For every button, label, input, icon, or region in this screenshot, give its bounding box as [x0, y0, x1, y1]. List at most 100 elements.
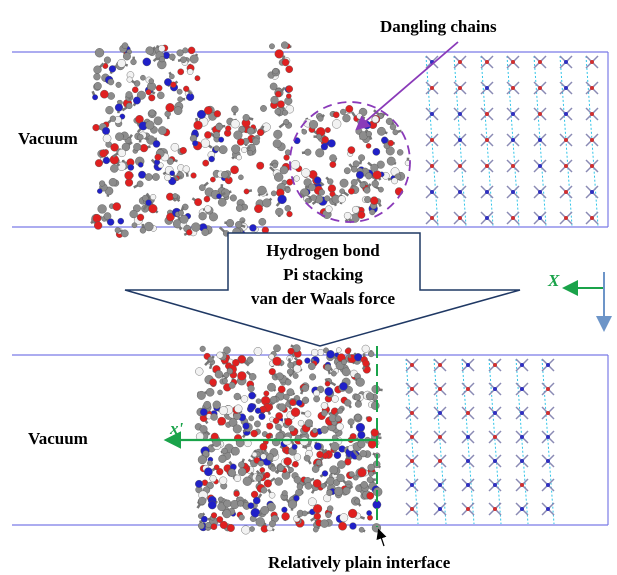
atom [336, 348, 341, 353]
atom [267, 383, 275, 391]
atom [493, 507, 497, 511]
atom [388, 140, 394, 146]
atom [195, 480, 203, 488]
atom [165, 174, 171, 180]
atom [118, 149, 126, 157]
atom [485, 60, 489, 64]
atom [126, 91, 133, 98]
atom [288, 348, 295, 355]
atom [378, 187, 383, 192]
atom [304, 455, 310, 461]
atom [126, 103, 132, 109]
atom [243, 477, 252, 486]
atom [355, 499, 360, 504]
atom [330, 466, 338, 474]
atom [234, 405, 242, 413]
atom [318, 116, 324, 122]
atom [178, 69, 184, 75]
atom [192, 130, 198, 136]
atom [209, 213, 218, 222]
atom [269, 492, 275, 498]
atom [438, 507, 442, 511]
atom [590, 86, 594, 90]
atom [305, 358, 311, 364]
atom [356, 378, 365, 387]
atom [305, 411, 311, 417]
atom [313, 396, 319, 402]
atom [234, 393, 241, 400]
atom [94, 222, 102, 230]
atom [267, 423, 273, 429]
atom [183, 86, 189, 92]
atom [238, 468, 246, 476]
atom [466, 459, 470, 463]
atom [97, 189, 102, 194]
atom [344, 168, 350, 174]
atom [94, 73, 101, 80]
atom [277, 465, 284, 472]
atom [511, 138, 515, 142]
atom [218, 137, 223, 142]
atom [301, 169, 310, 178]
atom [546, 507, 550, 511]
atom [349, 471, 354, 476]
atom [256, 399, 261, 404]
atom [187, 69, 193, 75]
atom [590, 60, 594, 64]
atom [285, 187, 290, 192]
atom [157, 92, 164, 99]
atom [511, 164, 515, 168]
atom [152, 173, 159, 180]
atom [309, 120, 318, 129]
atom [173, 193, 178, 198]
atom [371, 164, 379, 172]
atom [204, 401, 211, 408]
atom [261, 487, 267, 493]
atom [313, 479, 321, 487]
atom [493, 435, 497, 439]
atom [201, 516, 207, 522]
atom [312, 466, 319, 473]
atom [207, 461, 212, 466]
atom [546, 411, 550, 415]
atom [458, 138, 462, 142]
atom [438, 387, 442, 391]
atom [158, 126, 166, 134]
atom [325, 387, 333, 395]
atom [259, 218, 266, 225]
atom [261, 454, 267, 460]
atom [247, 150, 253, 156]
atom [282, 59, 289, 66]
atom [493, 387, 497, 391]
atom [293, 365, 301, 373]
atom [191, 173, 197, 179]
atom [270, 466, 276, 472]
atom [286, 94, 291, 99]
atom [364, 187, 370, 193]
atom [321, 143, 328, 150]
atom [166, 103, 175, 112]
atom [430, 190, 434, 194]
atom [110, 116, 116, 122]
atom [218, 198, 226, 206]
atom [337, 460, 345, 468]
atom [410, 435, 414, 439]
atom [564, 86, 568, 90]
atom [144, 222, 153, 231]
atom [285, 205, 291, 211]
atom [381, 137, 388, 144]
atom [438, 483, 442, 487]
atom [332, 119, 341, 128]
atom [281, 42, 288, 49]
atom [153, 140, 160, 147]
atom [546, 483, 550, 487]
atom [238, 175, 243, 180]
atom [273, 139, 281, 147]
atom [340, 179, 348, 187]
atom [493, 411, 497, 415]
atom [264, 472, 270, 478]
atom [243, 423, 250, 430]
atom [271, 191, 276, 196]
atom [520, 387, 524, 391]
atom [340, 109, 346, 115]
